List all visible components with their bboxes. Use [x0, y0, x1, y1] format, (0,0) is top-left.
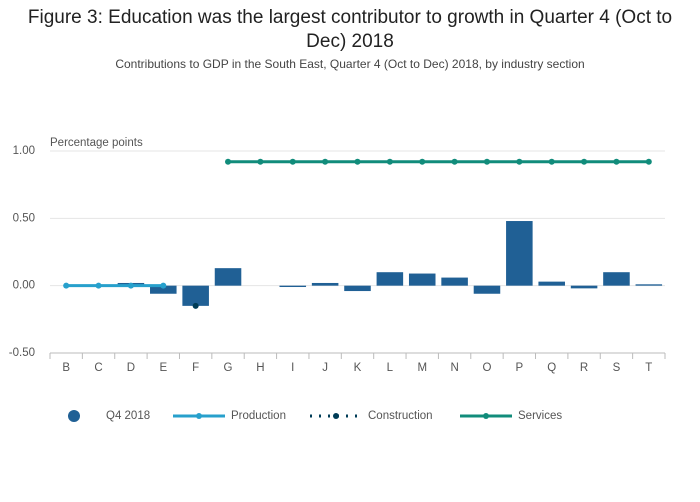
x-tick-label: J [322, 362, 328, 374]
legend-label: Services [518, 410, 562, 422]
point [257, 158, 264, 165]
point [419, 158, 426, 165]
bar [570, 285, 598, 289]
point [160, 282, 167, 289]
legend-label: Production [231, 410, 286, 422]
point [225, 158, 232, 165]
bar [473, 285, 501, 294]
x-tick-label: L [387, 362, 394, 374]
legend-swatch [196, 413, 202, 419]
point [516, 158, 523, 165]
point [451, 158, 458, 165]
bar [279, 285, 307, 288]
bar [538, 281, 565, 286]
y-tick-label: 1.00 [13, 145, 35, 157]
x-tick-label: S [613, 362, 621, 374]
point [581, 158, 588, 165]
point [63, 282, 70, 289]
x-tick-label: K [354, 362, 362, 374]
bar [150, 285, 177, 294]
x-tick-label: R [580, 362, 588, 374]
bar [344, 285, 371, 292]
bar [214, 268, 242, 286]
point [95, 282, 102, 289]
x-tick-label: N [450, 362, 458, 374]
point [613, 158, 620, 165]
bar [506, 221, 533, 286]
bar [441, 277, 468, 286]
chart-subtitle: Contributions to GDP in the South East, … [115, 57, 585, 71]
x-tick-label: Q [547, 362, 556, 374]
legend-label: Construction [368, 410, 433, 422]
x-tick-label: T [645, 362, 652, 374]
y-axis-label: Percentage points [50, 137, 143, 149]
bar [603, 272, 630, 286]
y-tick-label: 0.50 [13, 212, 35, 224]
x-tick-label: M [417, 362, 427, 374]
legend-swatch [68, 410, 80, 422]
bar [311, 282, 339, 286]
point [289, 158, 296, 165]
point [322, 158, 329, 165]
bar [635, 284, 663, 286]
bar [182, 285, 209, 306]
point [127, 282, 134, 289]
legend-swatch [333, 413, 339, 419]
x-tick-label: P [516, 362, 524, 374]
bar [376, 272, 404, 286]
chart-title: Figure 3: Education was the largest cont… [27, 7, 673, 52]
x-tick-label: B [62, 362, 70, 374]
bar [408, 273, 436, 286]
x-tick-label: C [94, 362, 102, 374]
x-tick-label: G [224, 362, 233, 374]
y-tick-label: -0.50 [9, 347, 35, 359]
y-tick-label: 0.00 [13, 280, 35, 292]
x-tick-label: F [192, 362, 199, 374]
point [386, 158, 393, 165]
point [483, 158, 490, 165]
legend-swatch [483, 413, 489, 419]
point [192, 302, 199, 309]
x-tick-label: O [482, 362, 491, 374]
point [354, 158, 361, 165]
x-tick-label: D [127, 362, 135, 374]
legend-label: Q4 2018 [106, 410, 150, 422]
x-tick-label: I [291, 362, 294, 374]
point [645, 158, 652, 165]
point [548, 158, 555, 165]
x-tick-label: E [159, 362, 167, 374]
x-tick-label: H [256, 362, 264, 374]
